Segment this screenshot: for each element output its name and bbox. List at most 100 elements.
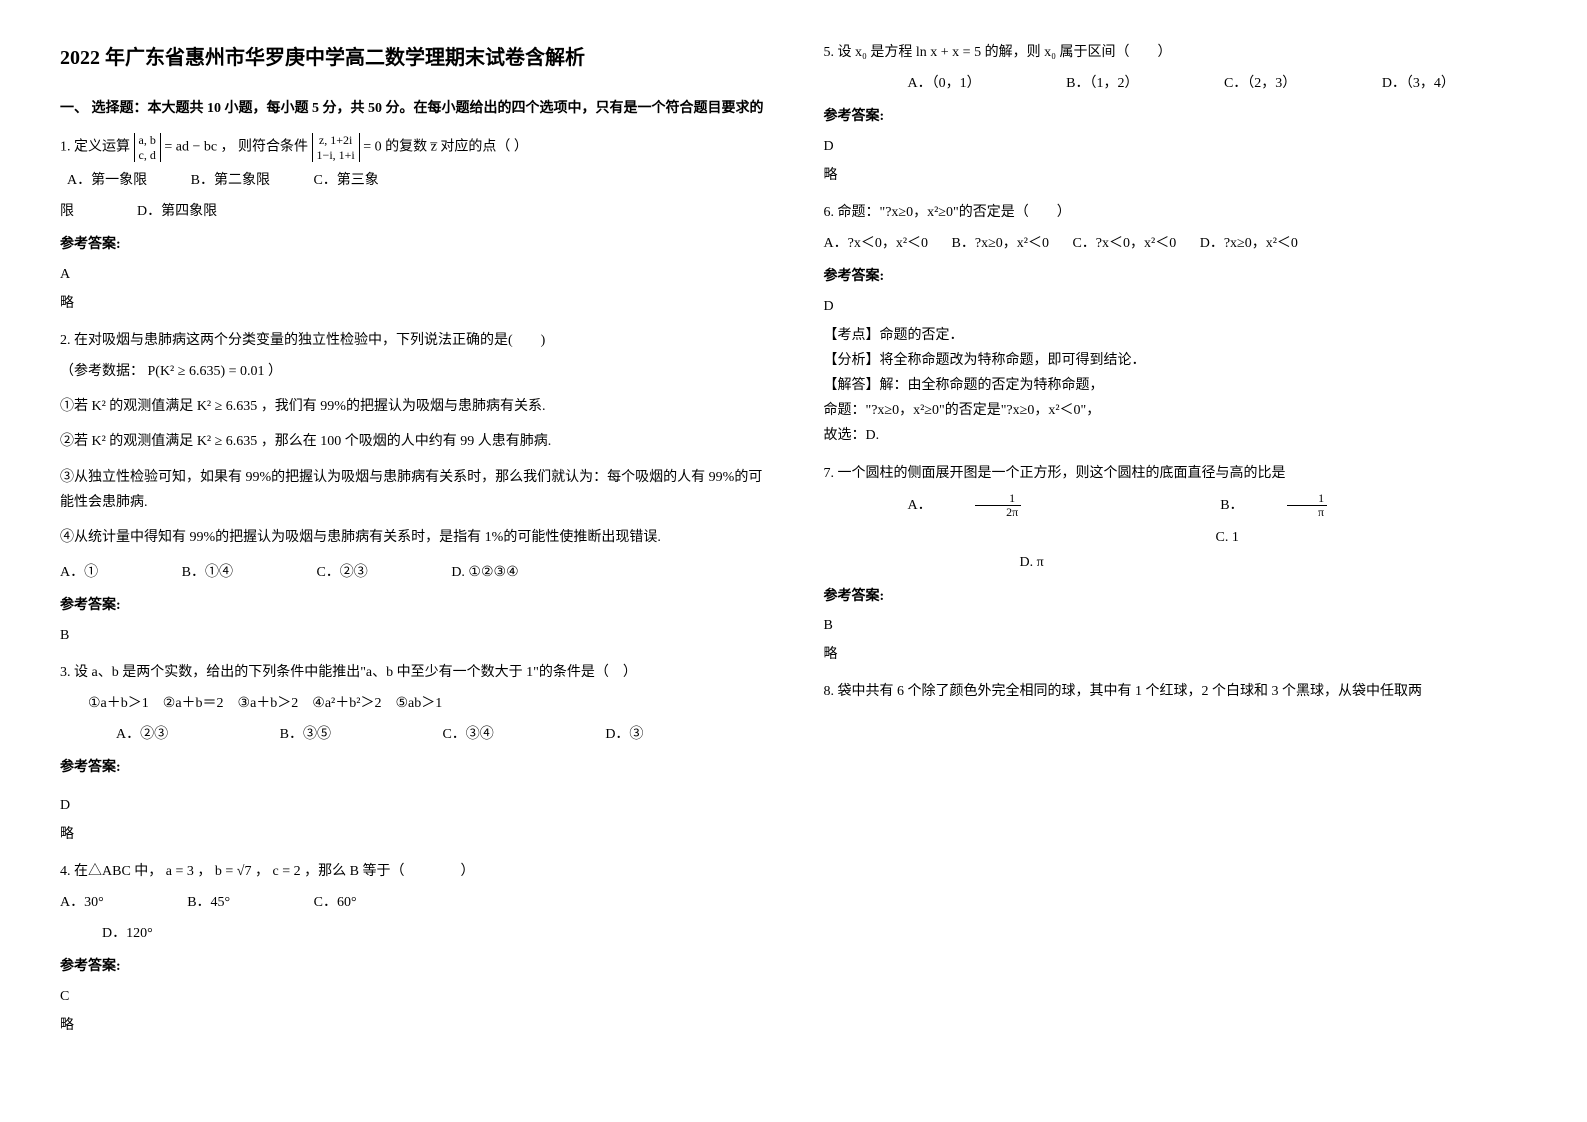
question-6: 6. 命题："?x≥0，x²≥0"的否定是（ ） A．?x＜0，x²＜0 B．?… [824, 200, 1528, 449]
q1-eq1: = ad − bc [164, 140, 217, 155]
q6-exp-l5: 故选：D. [824, 423, 1528, 448]
q4-lue: 略 [60, 1013, 764, 1038]
q8-text: 8. 袋中共有 6 个除了颜色外完全相同的球，其中有 1 个红球，2 个白球和 … [824, 679, 1528, 704]
q6-optC: C．?x＜0，x²＜0 [1072, 231, 1176, 256]
q2-s4: ④从统计量中得知有 99%的把握认为吸烟与患肺病有关系时，是指有 1%的可能性使… [60, 525, 764, 550]
q3-answer: D [60, 793, 764, 818]
q1-optC2: 限 [60, 204, 74, 219]
q4-a: a = 3 [166, 864, 194, 879]
q2-optB: B．①④ [182, 560, 233, 585]
frac-b-d: π [1287, 506, 1327, 519]
q2-ref-end: ） [268, 364, 282, 379]
q6-exp-l3: 【解答】解：由全称命题的否定为特称命题， [824, 373, 1528, 398]
q2-s1c: ，我们有 99%的把握认为吸烟与患肺病有关系. [261, 399, 546, 414]
q6-optD: D．?x≥0，x²＜0 [1200, 231, 1298, 256]
q4-c: c = 2 [273, 864, 301, 879]
q3-optC: C．③④ [414, 722, 493, 747]
q2-ref-formula: P(K² ≥ 6.635) = 0.01 [148, 364, 265, 379]
q1-pre: 1. 定义运算 [60, 140, 130, 155]
fraction-b: 1 π [1287, 492, 1327, 519]
q7-lue: 略 [824, 642, 1528, 667]
q2-optD: D. ①②③④ [451, 560, 518, 585]
answer-label: 参考答案: [824, 104, 1528, 129]
q2-ref: （参考数据： [60, 364, 144, 379]
q2-text: 2. 在对吸烟与患肺病这两个分类变量的独立性检验中，下列说法正确的是( ) [60, 328, 764, 353]
q1-answer: A [60, 262, 764, 287]
q1-optA: A．第一象限 [67, 168, 147, 193]
q5-optD: D．（3，4） [1340, 71, 1455, 96]
answer-label: 参考答案: [60, 954, 764, 979]
q3-optA: A．②③ [88, 722, 168, 747]
q1-post: 的复数 z̅ 对应的点（ ） [385, 140, 528, 155]
q1-mid: ， 则符合条件 [221, 140, 309, 155]
det2-row1: z, 1+2i [317, 133, 355, 147]
fraction-a: 1 2π [975, 492, 1021, 519]
q7-answer: B [824, 613, 1528, 638]
q5-answer: D [824, 134, 1528, 159]
determinant-2: z, 1+2i 1−i, 1+i [312, 133, 360, 162]
det1-row1: a, b [139, 133, 156, 147]
q3-optD: D．③ [577, 722, 643, 747]
q6-optA: A．?x＜0，x²＜0 [824, 231, 929, 256]
q4-optA: A．30° [60, 890, 104, 915]
q2-s1a: ①若 K² 的观测值满足 [60, 399, 197, 414]
q4-answer: C [60, 984, 764, 1009]
q5-mid2: 的解，则 [985, 45, 1041, 60]
frac-a-n: 1 [975, 492, 1021, 506]
q4-optB: B．45° [187, 890, 230, 915]
q5-optA: A．（0，1） [866, 71, 981, 96]
q4-post: ，那么 B 等于（ ） [304, 864, 474, 879]
q3-conds: ①a＋b＞1 ②a＋b＝2 ③a＋b＞2 ④a²＋b²＞2 ⑤ab＞1 [60, 691, 764, 716]
question-4: 4. 在△ABC 中， a = 3 ， b = √7 ， c = 2 ，那么 B… [60, 859, 764, 1038]
q7-optA: A． 1 2π [852, 492, 1062, 519]
q7-optB-pre: B． [1192, 493, 1243, 518]
question-7: 7. 一个圆柱的侧面展开图是一个正方形，则这个圆柱的底面直径与高的比是 A． 1… [824, 461, 1528, 668]
q1-lue: 略 [60, 291, 764, 316]
question-1: 1. 定义运算 a, b c, d = ad − bc ， 则符合条件 z, 1… [60, 133, 764, 316]
question-8: 8. 袋中共有 6 个除了颜色外完全相同的球，其中有 1 个红球，2 个白球和 … [824, 679, 1528, 704]
q5-eq: ln x + x = 5 [916, 45, 981, 60]
q2-answer: B [60, 623, 764, 648]
answer-label: 参考答案: [824, 584, 1528, 609]
q5-x0-2: x₀ [1044, 45, 1056, 60]
q1-optD: D．第四象限 [137, 204, 217, 219]
q4-optC: C．60° [314, 890, 357, 915]
q6-answer: D [824, 294, 1528, 319]
q6-exp-l2: 【分析】将全称命题改为特称命题，即可得到结论． [824, 348, 1528, 373]
q2-s3: ③从独立性检验可知，如果有 99%的把握认为吸烟与患肺病有关系时，那么我们就认为… [60, 465, 764, 515]
q4-b: b = √7 [215, 864, 252, 879]
q4-optD: D．120° [102, 926, 153, 941]
q4-pre: 4. 在△ABC 中， [60, 864, 162, 879]
q5-pre: 5. 设 [824, 45, 856, 60]
q1-optC: C．第三象 [313, 168, 378, 193]
question-5: 5. 设 x₀ 是方程 ln x + x = 5 的解，则 x₀ 属于区间（ ）… [824, 40, 1528, 188]
answer-label: 参考答案: [824, 264, 1528, 289]
q6-text: 6. 命题："?x≥0，x²≥0"的否定是（ ） [824, 200, 1528, 225]
q2-s1b: K² ≥ 6.635 [197, 399, 258, 414]
q2-optC: C．②③ [316, 560, 367, 585]
q7-optC: C. 1 [1020, 525, 1239, 550]
q6-exp-l4: 命题："?x≥0，x²≥0"的否定是"?x≥0，x²＜0"， [824, 398, 1528, 423]
det1-row2: c, d [139, 148, 156, 162]
q2-s2c: ，那么在 100 个吸烟的人中约有 99 人患有肺病. [261, 434, 552, 449]
q3-optB: B．③⑤ [252, 722, 331, 747]
q5-optB: B．（1，2） [1024, 71, 1138, 96]
q5-x0-1: x₀ [855, 45, 867, 60]
frac-b-n: 1 [1287, 492, 1327, 506]
q3-text: 3. 设 a、b 是两个实数，给出的下列条件中能推出"a、b 中至少有一个数大于… [60, 660, 764, 685]
q5-post: 属于区间（ ） [1059, 45, 1171, 60]
q6-exp-l1: 【考点】命题的否定． [824, 323, 1528, 348]
q1-eq2: = 0 [363, 140, 381, 155]
q2-optA: A．① [60, 560, 98, 585]
q4-c1: ， [197, 864, 211, 879]
q4-c2: ， [255, 864, 269, 879]
q5-optC: C．（2，3） [1182, 71, 1296, 96]
answer-label: 参考答案: [60, 232, 764, 257]
section-heading: 一、 选择题：本大题共 10 小题，每小题 5 分，共 50 分。在每小题给出的… [60, 96, 764, 121]
q2-s2b: K² ≥ 6.635 [197, 434, 258, 449]
question-2: 2. 在对吸烟与患肺病这两个分类变量的独立性检验中，下列说法正确的是( ) （参… [60, 328, 764, 648]
answer-label: 参考答案: [60, 755, 764, 780]
q2-s2a: ②若 K² 的观测值满足 [60, 434, 197, 449]
answer-label: 参考答案: [60, 593, 764, 618]
q6-optB: B．?x≥0，x²＜0 [952, 231, 1049, 256]
